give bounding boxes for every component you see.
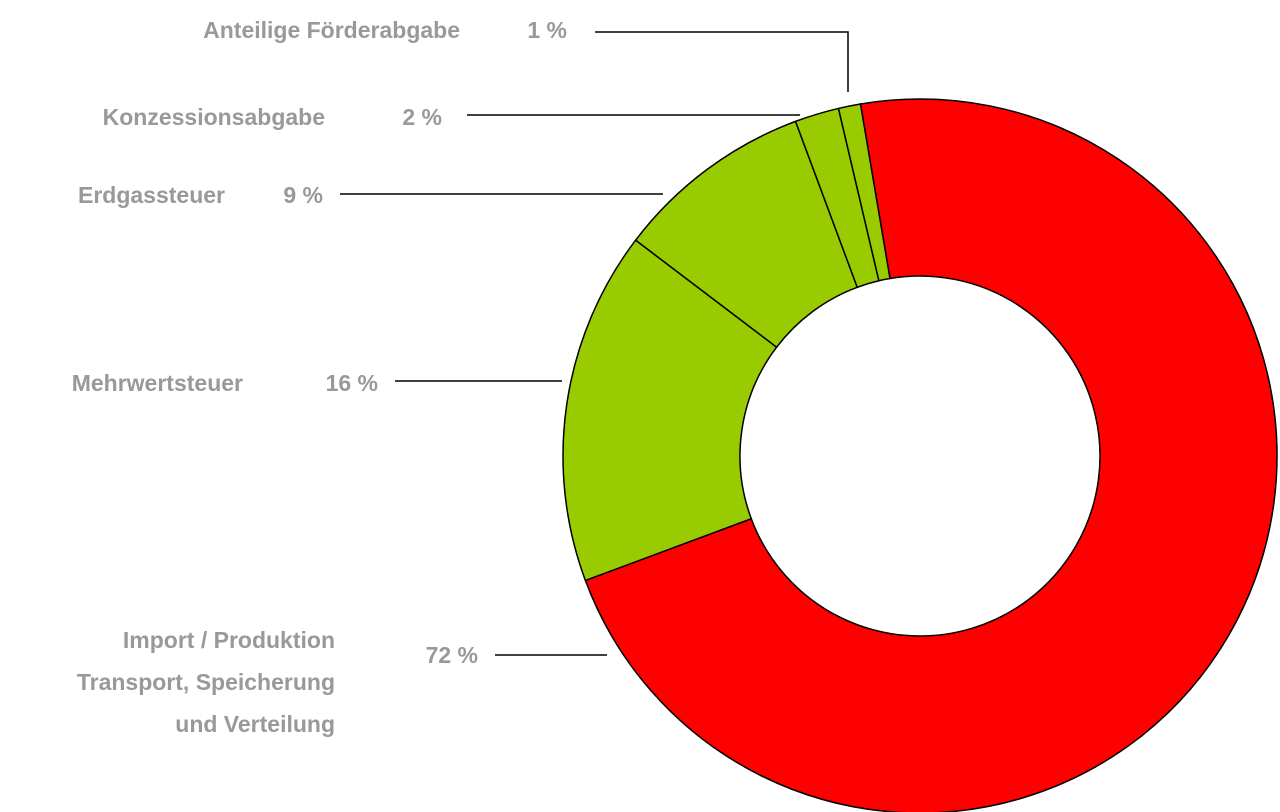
donut-segment [837,103,891,282]
category-label: Import / Produktion Transport, Speicheru… [76,627,335,737]
category-label: Mehrwertsteuer [71,370,243,396]
value-label: 16 % [325,370,378,396]
category-label: Anteilige Förderabgabe [203,17,460,43]
category-label: Erdgassteuer [77,182,225,208]
value-label: 72 % [425,642,478,668]
category-label: Konzessionsabgabe [102,104,325,130]
donut-segment [562,239,778,582]
value-label: 9 % [283,182,323,208]
value-label: 1 % [527,17,567,43]
leader-line [595,31,849,92]
value-label: 2 % [402,104,442,130]
donut-segment [584,98,1278,812]
